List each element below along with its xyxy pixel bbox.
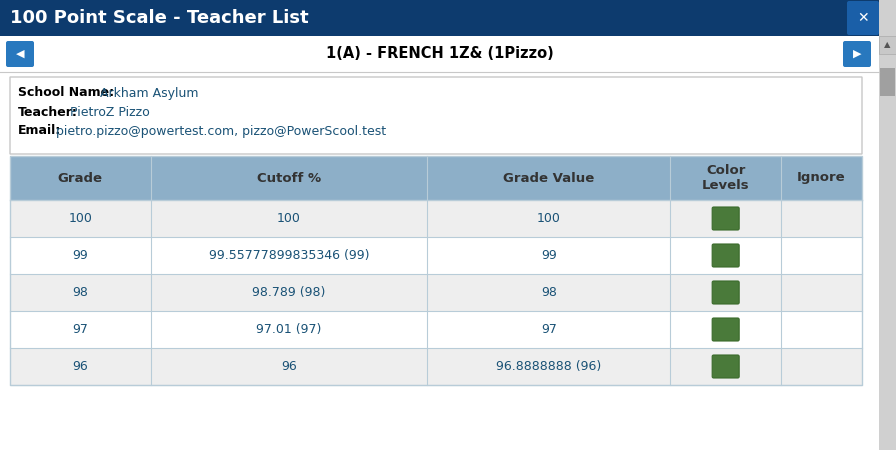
Text: 99.55777899835346 (99): 99.55777899835346 (99) bbox=[209, 249, 369, 262]
Text: 98.789 (98): 98.789 (98) bbox=[253, 286, 326, 299]
Text: Email:: Email: bbox=[18, 125, 61, 138]
Bar bbox=[10, 274, 862, 311]
Text: Color
Levels: Color Levels bbox=[702, 164, 749, 192]
Text: 1(A) - FRENCH 1Z& (1Pizzo): 1(A) - FRENCH 1Z& (1Pizzo) bbox=[325, 46, 554, 62]
Text: Grade Value: Grade Value bbox=[504, 171, 595, 184]
Text: 98: 98 bbox=[73, 286, 88, 299]
Text: ◀: ◀ bbox=[16, 49, 24, 59]
FancyBboxPatch shape bbox=[712, 281, 739, 304]
FancyBboxPatch shape bbox=[6, 41, 34, 67]
Text: 99: 99 bbox=[541, 249, 556, 262]
Text: Cutoff %: Cutoff % bbox=[257, 171, 321, 184]
Text: Teacher:: Teacher: bbox=[18, 105, 78, 118]
Text: 100: 100 bbox=[68, 212, 92, 225]
Text: ▶: ▶ bbox=[853, 49, 861, 59]
Text: ✕: ✕ bbox=[857, 11, 869, 25]
Text: PietroZ Pizzo: PietroZ Pizzo bbox=[70, 105, 150, 118]
Bar bbox=[0, 0, 879, 36]
Text: Grade: Grade bbox=[57, 171, 103, 184]
Bar bbox=[10, 156, 862, 385]
Bar bbox=[10, 200, 862, 237]
Text: 99: 99 bbox=[73, 249, 88, 262]
FancyBboxPatch shape bbox=[712, 244, 739, 267]
Text: 100 Point Scale - Teacher List: 100 Point Scale - Teacher List bbox=[10, 9, 308, 27]
FancyBboxPatch shape bbox=[847, 1, 879, 35]
Bar bbox=[880, 68, 895, 96]
FancyBboxPatch shape bbox=[712, 207, 739, 230]
FancyBboxPatch shape bbox=[843, 41, 871, 67]
Text: 97.01 (97): 97.01 (97) bbox=[256, 323, 322, 336]
Text: 96.8888888 (96): 96.8888888 (96) bbox=[496, 360, 601, 373]
Text: School Name:: School Name: bbox=[18, 86, 114, 99]
Text: ▲: ▲ bbox=[884, 40, 891, 50]
Text: Arkham Asylum: Arkham Asylum bbox=[100, 86, 199, 99]
Bar bbox=[10, 348, 862, 385]
Text: 98: 98 bbox=[541, 286, 556, 299]
FancyBboxPatch shape bbox=[10, 77, 862, 154]
Text: 100: 100 bbox=[537, 212, 561, 225]
Text: 97: 97 bbox=[73, 323, 88, 336]
Bar bbox=[879, 36, 896, 54]
Text: 100: 100 bbox=[277, 212, 301, 225]
Bar bbox=[10, 311, 862, 348]
Text: Ignore: Ignore bbox=[797, 171, 846, 184]
Text: 96: 96 bbox=[281, 360, 297, 373]
FancyBboxPatch shape bbox=[712, 318, 739, 341]
Bar bbox=[0, 36, 879, 72]
Text: 96: 96 bbox=[73, 360, 88, 373]
Bar bbox=[10, 237, 862, 274]
FancyBboxPatch shape bbox=[712, 355, 739, 378]
Bar bbox=[10, 156, 862, 385]
Bar bbox=[10, 156, 862, 200]
Text: 97: 97 bbox=[541, 323, 556, 336]
Bar bbox=[879, 0, 896, 450]
Text: pietro.pizzo@powertest.com, pizzo@PowerScool.test: pietro.pizzo@powertest.com, pizzo@PowerS… bbox=[56, 125, 386, 138]
